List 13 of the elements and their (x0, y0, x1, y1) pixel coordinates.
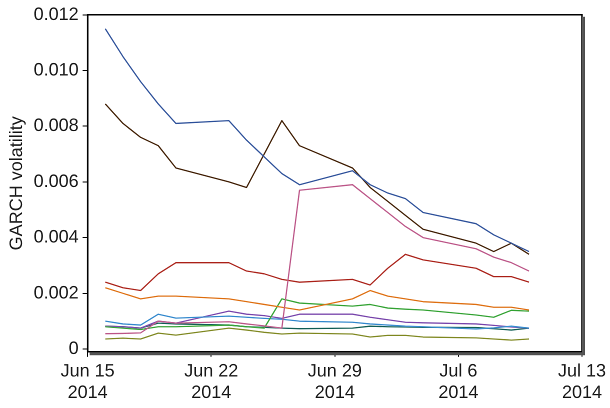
y-tick-label: 0.002 (34, 282, 79, 302)
y-tick-label: 0.004 (34, 226, 79, 247)
x-tick-label: Jun 15 2014 (60, 360, 115, 402)
y-tick-label: 0.012 (34, 4, 79, 24)
x-tick-label: Jul 6 2014 (438, 360, 478, 402)
y-tick-label: 0.006 (34, 170, 79, 191)
x-tick-label: Jun 29 2014 (308, 360, 362, 402)
x-tick-label: Jul 13 2014 (558, 360, 606, 402)
y-tick-label: 0 (68, 338, 79, 358)
x-tick-label: Jun 22 2014 (184, 360, 238, 402)
y-tick-label: 0.008 (34, 115, 79, 136)
y-axis-title: GARCH volatility (6, 116, 26, 250)
y-tick-label: 0.010 (34, 59, 79, 80)
